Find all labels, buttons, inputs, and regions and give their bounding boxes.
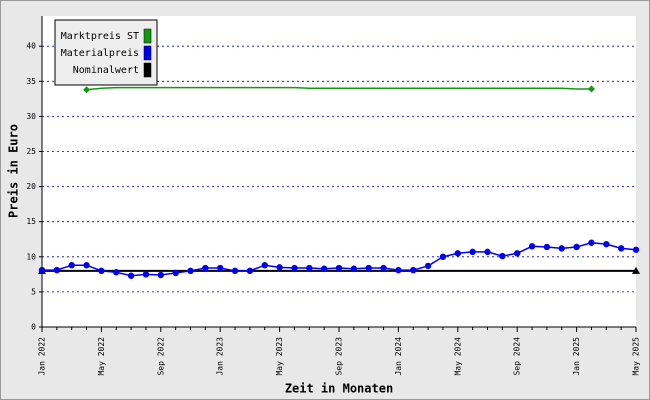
y-tick-label: 20	[26, 182, 36, 191]
point	[187, 267, 194, 275]
point	[157, 271, 164, 279]
legend-swatch	[143, 62, 152, 78]
legend-swatch	[143, 28, 152, 44]
point	[365, 264, 372, 272]
point	[98, 267, 105, 275]
point	[573, 243, 580, 251]
point	[350, 265, 358, 272]
point	[231, 267, 239, 275]
point	[558, 245, 565, 252]
point	[172, 269, 179, 277]
point	[617, 245, 625, 252]
point	[632, 266, 640, 274]
legend: Marktpreis ST Materialpreis Nominalwert	[54, 19, 158, 86]
y-tick-label: 10	[26, 252, 36, 261]
point	[469, 248, 476, 256]
point	[632, 246, 640, 253]
x-tick-label: Jan 2024	[394, 337, 403, 376]
legend-swatch	[143, 45, 152, 61]
point	[38, 266, 46, 274]
y-tick-label: 35	[26, 77, 36, 86]
point	[306, 264, 313, 272]
point	[588, 239, 595, 246]
point	[543, 243, 551, 251]
point	[261, 262, 268, 269]
y-tick-label: 40	[26, 42, 36, 51]
point	[499, 252, 506, 260]
y-tick-label: 15	[26, 217, 36, 226]
point	[83, 86, 91, 94]
x-tick-label: Jan 2022	[38, 337, 47, 376]
y-axis-label: Preis in Euro	[7, 124, 21, 218]
point	[514, 250, 521, 257]
point	[217, 264, 224, 272]
x-axis-label: Zeit in Monaten	[285, 382, 393, 396]
point	[68, 262, 75, 269]
legend-label: Materialpreis	[61, 48, 139, 59]
x-tick-label: May 2024	[453, 337, 462, 376]
y-tick-label: 5	[31, 287, 36, 296]
legend-box	[54, 19, 158, 86]
x-tick-label: Sep 2024	[513, 337, 522, 376]
y-tick-label: 25	[26, 147, 36, 156]
x-tick-label: Jan 2023	[216, 337, 225, 376]
point	[603, 240, 610, 248]
point	[380, 264, 387, 272]
point	[424, 262, 432, 270]
point	[484, 248, 491, 256]
point	[439, 253, 447, 260]
x-tick-label: May 2022	[97, 337, 106, 376]
point	[202, 264, 209, 272]
point	[83, 262, 90, 269]
point	[113, 269, 120, 276]
point	[587, 85, 595, 93]
point	[246, 267, 254, 275]
legend-label: Marktpreis ST	[61, 31, 139, 42]
point	[291, 264, 298, 272]
x-tick-label: May 2025	[632, 337, 641, 376]
point	[320, 265, 328, 272]
x-tick-label: Sep 2023	[335, 337, 344, 376]
point	[410, 266, 417, 274]
point	[454, 250, 461, 257]
point	[335, 264, 343, 272]
point	[528, 243, 536, 250]
point	[395, 266, 402, 274]
point	[276, 264, 283, 271]
point	[142, 271, 150, 278]
x-tick-label: Sep 2022	[156, 337, 165, 376]
x-tick-label: May 2023	[275, 337, 284, 376]
y-tick-label: 30	[26, 112, 36, 121]
legend-label: Nominalwert	[73, 65, 139, 76]
y-tick-label: 0	[31, 323, 36, 332]
point	[127, 272, 135, 279]
series-line	[86, 86, 592, 91]
point	[53, 266, 61, 274]
x-tick-label: Jan 2025	[572, 337, 581, 376]
